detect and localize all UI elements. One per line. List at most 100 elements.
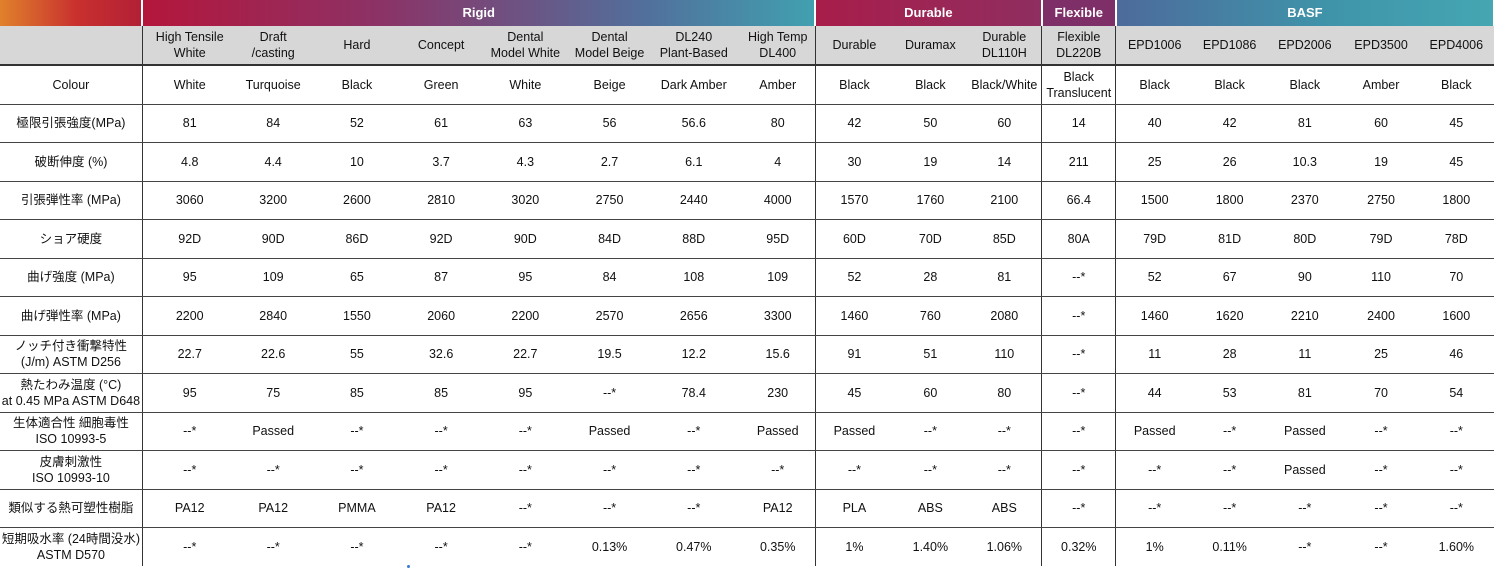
property-value: 11 xyxy=(1266,335,1344,374)
property-value: 81 xyxy=(142,104,237,143)
property-value: 2080 xyxy=(967,296,1043,336)
property-value: 10.3 xyxy=(1266,142,1344,182)
property-label: 類似する熱可塑性樹脂 xyxy=(0,489,143,528)
property-value: --* xyxy=(434,539,448,554)
property-value: 63 xyxy=(478,104,573,143)
property-value: 75 xyxy=(236,373,310,413)
property-value: 60D xyxy=(815,219,894,259)
property-value: ABS xyxy=(967,489,1043,528)
property-value: Black/White xyxy=(967,65,1043,105)
property-label: 引張弾性率 (MPa) xyxy=(0,181,143,220)
property-value: 4.8 xyxy=(142,142,237,182)
property-value: 80 xyxy=(740,104,816,143)
property-value: Black Translucent xyxy=(1041,65,1117,105)
property-value: --* xyxy=(646,489,741,528)
property-value: Green xyxy=(404,65,479,105)
property-value: 3020 xyxy=(478,181,573,220)
property-value: 14 xyxy=(967,142,1043,182)
property-value: --* xyxy=(893,412,968,451)
property-row: ノッチ付き衝撃特性 (J/m) ASTM D256 22.7 22.6 55 32.6 2… xyxy=(0,335,1494,374)
property-value: 90D xyxy=(478,219,573,259)
property-value: 84 xyxy=(236,104,310,143)
property-label: 熱たわみ温度 (°C) at 0.45 MPa ASTM D648 xyxy=(0,373,143,413)
property-value: 79D xyxy=(1343,219,1419,259)
property-label: 曲げ弾性率 (MPa) xyxy=(0,296,143,336)
property-value: Dark Amber xyxy=(646,65,741,105)
property-value: 81 xyxy=(1266,373,1344,413)
property-value: 2570 xyxy=(572,296,647,336)
property-value: Passed xyxy=(1266,450,1344,490)
property-value: 1620 xyxy=(1193,296,1267,336)
property-value: 28 xyxy=(893,258,968,297)
property-value: 81D xyxy=(1193,219,1267,259)
property-value: 60 xyxy=(1343,104,1419,143)
property-value: --* xyxy=(142,450,237,490)
property-value: --* xyxy=(1115,489,1194,528)
property-value: 3300 xyxy=(740,296,816,336)
property-value: --* xyxy=(350,539,364,554)
property-value: 45 xyxy=(1418,104,1494,143)
property-value: 0.13% xyxy=(591,539,628,554)
property-value: 81 xyxy=(1266,104,1344,143)
property-value: 10 xyxy=(309,142,405,182)
property-value: 66.4 xyxy=(1041,181,1117,220)
property-row: 生体適合性 細胞毒性 ISO 10993-5 --* Passed --* --* --*… xyxy=(0,412,1494,451)
property-value: 60 xyxy=(893,373,968,413)
property-value: --* xyxy=(518,539,532,554)
property-row: 類似する熱可塑性樹脂 PA12 PA12 PMMA PA12 --* --* --* PA12 P… xyxy=(0,489,1494,528)
property-value: --* xyxy=(646,450,741,490)
property-value: --* xyxy=(572,373,647,413)
property-value: 1460 xyxy=(815,296,894,336)
property-value: 30 xyxy=(815,142,894,182)
property-value: --* xyxy=(1041,412,1117,451)
property-value: 760 xyxy=(893,296,968,336)
property-label: ノッチ付き衝撃特性 (J/m) ASTM D256 xyxy=(0,335,143,374)
material-name: Concept xyxy=(404,26,479,66)
property-value: 22.7 xyxy=(142,335,237,374)
property-value: 2810 xyxy=(404,181,479,220)
property-row: 熱たわみ温度 (°C) at 0.45 MPa ASTM D648 95 75 85 8… xyxy=(0,373,1494,413)
property-value: --* xyxy=(1298,539,1312,554)
material-name: High Temp DL400 xyxy=(740,26,816,66)
property-value: --* xyxy=(266,539,280,554)
property-value: 25 xyxy=(1115,142,1194,182)
property-value: 79D xyxy=(1115,219,1194,259)
property-value: 90D xyxy=(236,219,310,259)
property-value: 0.47% xyxy=(676,539,712,554)
material-name: DL240 Plant-Based xyxy=(646,26,741,66)
property-value: 53 xyxy=(1193,373,1267,413)
property-row: 曲げ強度 (MPa) 95 109 65 87 95 84 108 109 52 28 81 --* 52… xyxy=(0,258,1494,297)
material-name: EPD1086 xyxy=(1193,26,1267,66)
property-value: 2440 xyxy=(646,181,741,220)
material-header-row: High Tensile White Draft /casting Hard Conc… xyxy=(0,26,1494,66)
property-value: --* xyxy=(1041,489,1117,528)
property-value: --* xyxy=(1193,450,1267,490)
property-value: Passed xyxy=(1115,412,1194,451)
group-basf: BASF xyxy=(1115,0,1495,26)
property-label: 破断伸度 (%) xyxy=(0,142,143,182)
group-rigid: Rigid xyxy=(142,0,817,26)
property-value: 1800 xyxy=(1418,181,1494,220)
property-value: --* xyxy=(309,412,405,451)
property-value: --* xyxy=(893,450,968,490)
property-value: 2060 xyxy=(404,296,479,336)
property-value: 109 xyxy=(236,258,310,297)
property-value: 32.6 xyxy=(404,335,479,374)
material-name: High Tensile White xyxy=(142,26,237,66)
property-value: 44 xyxy=(1115,373,1194,413)
property-value: Black xyxy=(1193,65,1267,105)
header-corner xyxy=(0,0,144,26)
property-value: 60 xyxy=(967,104,1043,143)
property-value: --* xyxy=(404,450,479,490)
property-value: Passed xyxy=(236,412,310,451)
property-value: --* xyxy=(1418,412,1494,451)
property-value: 15.6 xyxy=(740,335,816,374)
property-value: 22.7 xyxy=(478,335,573,374)
property-value: PMMA xyxy=(309,489,405,528)
property-value: 1500 xyxy=(1115,181,1194,220)
property-value: --* xyxy=(572,489,647,528)
property-value: --* xyxy=(1343,450,1419,490)
property-value: 84D xyxy=(572,219,647,259)
property-value: 52 xyxy=(309,104,405,143)
